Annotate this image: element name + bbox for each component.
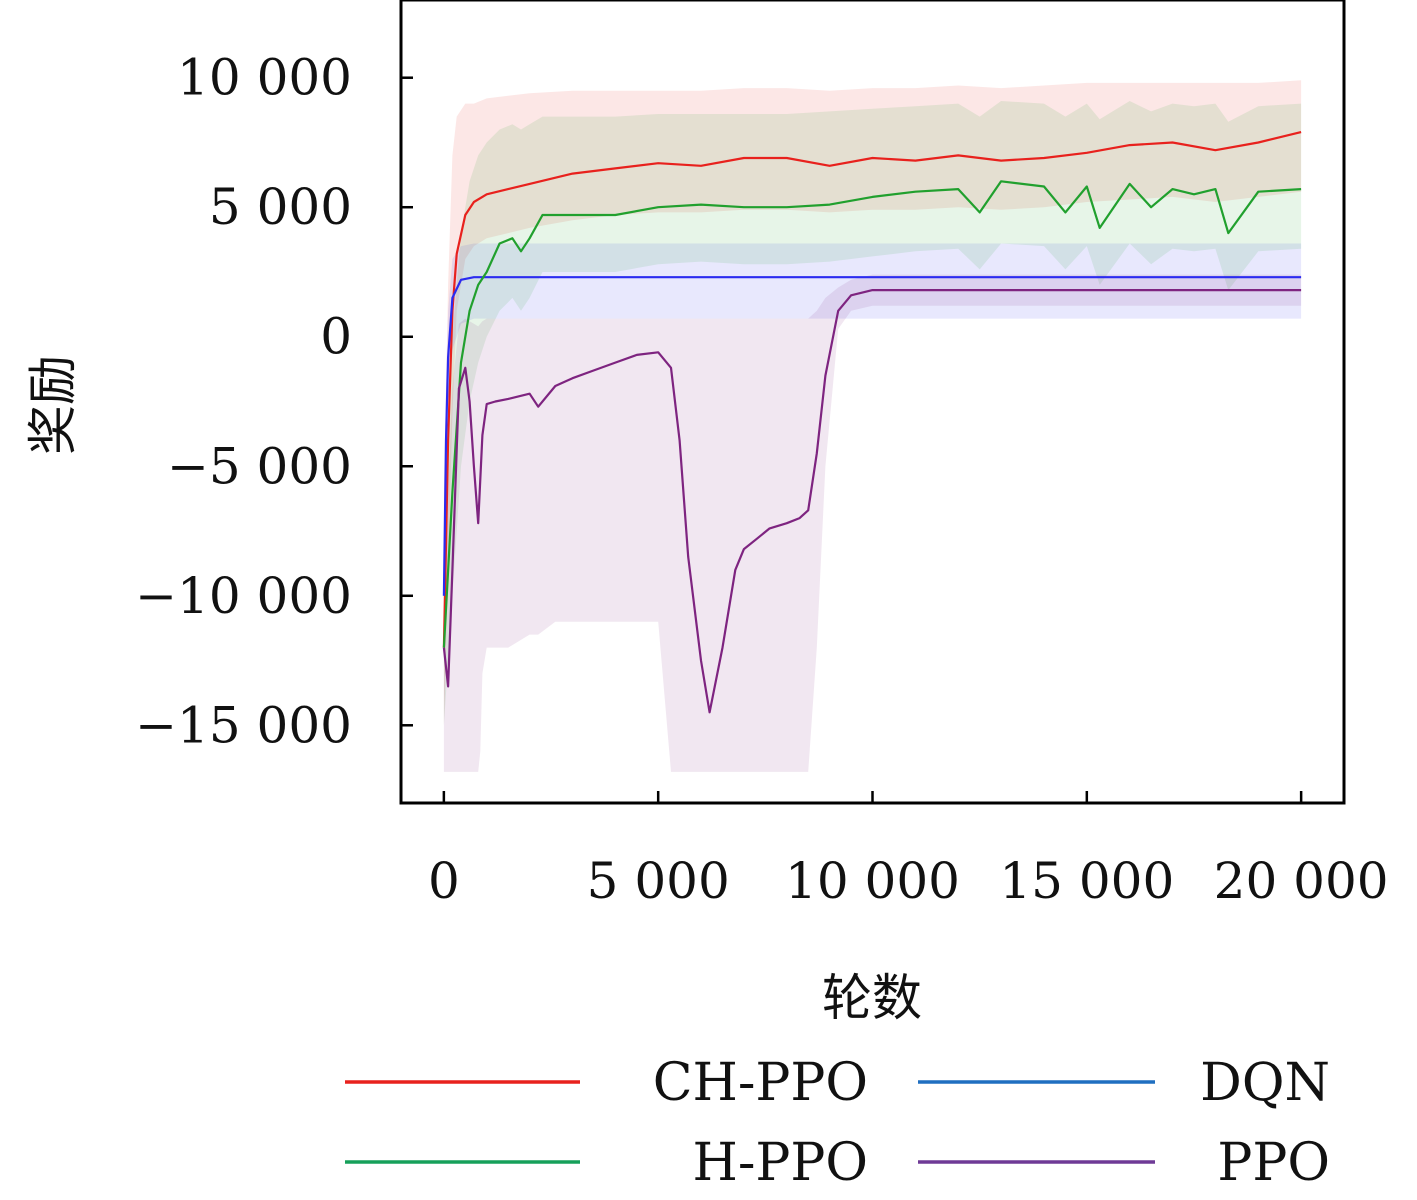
x-tick-label: 10 000 [785, 852, 960, 910]
y-axis-ticks: 10 000 5 000 0 −5 000 −10 000 −15 000 [135, 49, 413, 754]
band-h-ppo [443, 101, 1302, 726]
y-tick-label: −15 000 [135, 696, 352, 754]
legend-label-ch-ppo: CH-PPO [653, 1053, 868, 1113]
chart-legend: CH-PPO DQN H-PPO PPO [345, 1053, 1330, 1193]
band-ppo [443, 274, 1302, 772]
x-axis-ticks: 0 5 000 10 000 15 000 20 000 [428, 791, 1389, 910]
legend-label-h-ppo: H-PPO [692, 1133, 868, 1193]
legend-label-dqn: DQN [1200, 1053, 1330, 1113]
series-line-dqn [442, 276, 1302, 596]
x-tick-label: 0 [428, 852, 460, 910]
series-line-h-ppo [442, 180, 1302, 648]
x-axis-title: 轮数 [822, 969, 922, 1027]
y-tick-label: 10 000 [177, 49, 352, 107]
band-ch-ppo [443, 80, 1302, 726]
y-tick-label: −5 000 [167, 437, 352, 495]
y-tick-label: −10 000 [135, 567, 352, 625]
x-tick-label: 5 000 [587, 852, 730, 910]
series-line-ch-ppo [442, 131, 1302, 648]
y-tick-label: 5 000 [209, 178, 352, 236]
x-tick-label: 20 000 [1214, 852, 1389, 910]
confidence-bands [443, 80, 1302, 772]
series-lines [442, 131, 1302, 714]
band-dqn [443, 243, 1302, 648]
x-tick-label: 15 000 [999, 852, 1174, 910]
series-line-ppo [442, 289, 1302, 714]
y-axis-title: 奖励 [24, 355, 82, 455]
y-tick-label: 0 [320, 308, 352, 366]
legend-label-ppo: PPO [1217, 1133, 1330, 1193]
